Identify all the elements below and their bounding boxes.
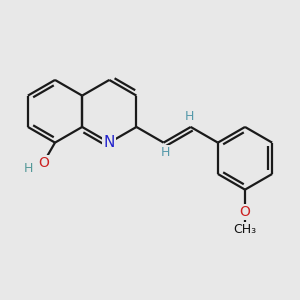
Text: N: N xyxy=(103,135,115,150)
Text: H: H xyxy=(24,162,33,175)
Text: CH₃: CH₃ xyxy=(233,223,256,236)
Text: O: O xyxy=(240,205,250,219)
Text: H: H xyxy=(160,146,170,159)
Text: O: O xyxy=(38,156,49,170)
Text: H: H xyxy=(184,110,194,123)
